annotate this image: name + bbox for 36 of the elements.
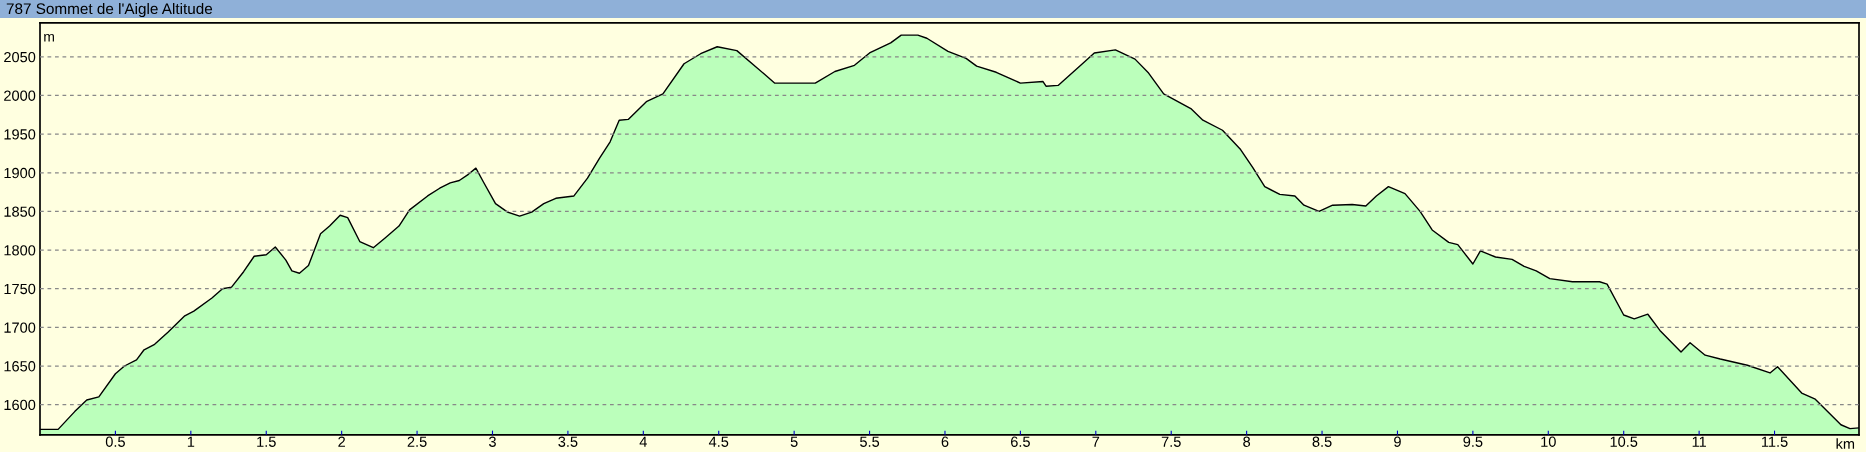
x-tick-label: 1 bbox=[187, 436, 195, 447]
x-tick-label: 3 bbox=[488, 436, 496, 447]
x-tick-label: 9 bbox=[1394, 436, 1401, 447]
y-tick-label: 1700 bbox=[4, 322, 36, 333]
y-tick-label: 1650 bbox=[4, 361, 36, 372]
y-tick-label: 1900 bbox=[4, 167, 36, 179]
x-tick-label: 6 bbox=[941, 436, 949, 447]
x-tick-label: 1.5 bbox=[257, 436, 276, 447]
x-tick-label: 5.5 bbox=[860, 436, 880, 447]
y-tick-label: 1850 bbox=[4, 206, 36, 217]
y-tick-label: 1800 bbox=[4, 245, 36, 256]
x-tick-label: 10 bbox=[1541, 436, 1556, 447]
x-tick-label: 11.5 bbox=[1762, 436, 1788, 447]
chart-title: 787 Sommet de l'Aigle Altitude bbox=[6, 2, 213, 18]
x-tick-label: 8 bbox=[1243, 436, 1251, 447]
x-tick-label: 7.5 bbox=[1161, 436, 1181, 447]
x-tick-label: 4.5 bbox=[708, 436, 729, 447]
y-axis-title: m bbox=[44, 33, 54, 42]
x-tick-label: 2 bbox=[338, 436, 345, 447]
x-axis-title: km bbox=[1836, 438, 1855, 449]
y-tick-label: 1750 bbox=[4, 283, 36, 295]
x-tick-label: 8.5 bbox=[1312, 436, 1332, 447]
x-tick-label: 3.5 bbox=[558, 436, 578, 447]
x-tick-label: 5 bbox=[790, 436, 798, 447]
x-tick-label: 4 bbox=[639, 436, 647, 447]
y-tick-label: 1600 bbox=[4, 399, 36, 411]
x-tick-label: 6.5 bbox=[1010, 436, 1030, 447]
y-tick-label: 2000 bbox=[4, 90, 36, 101]
x-tick-label: 9.5 bbox=[1463, 436, 1483, 447]
x-tick-label: 0.5 bbox=[105, 436, 125, 447]
x-tick-label: 10.5 bbox=[1610, 436, 1638, 447]
x-tick-label: 11 bbox=[1692, 436, 1706, 447]
y-tick-label: 1950 bbox=[4, 129, 36, 140]
x-tick-label: 2.5 bbox=[407, 436, 427, 447]
y-tick-label: 2050 bbox=[4, 51, 36, 63]
x-tick-label: 7 bbox=[1092, 436, 1100, 447]
